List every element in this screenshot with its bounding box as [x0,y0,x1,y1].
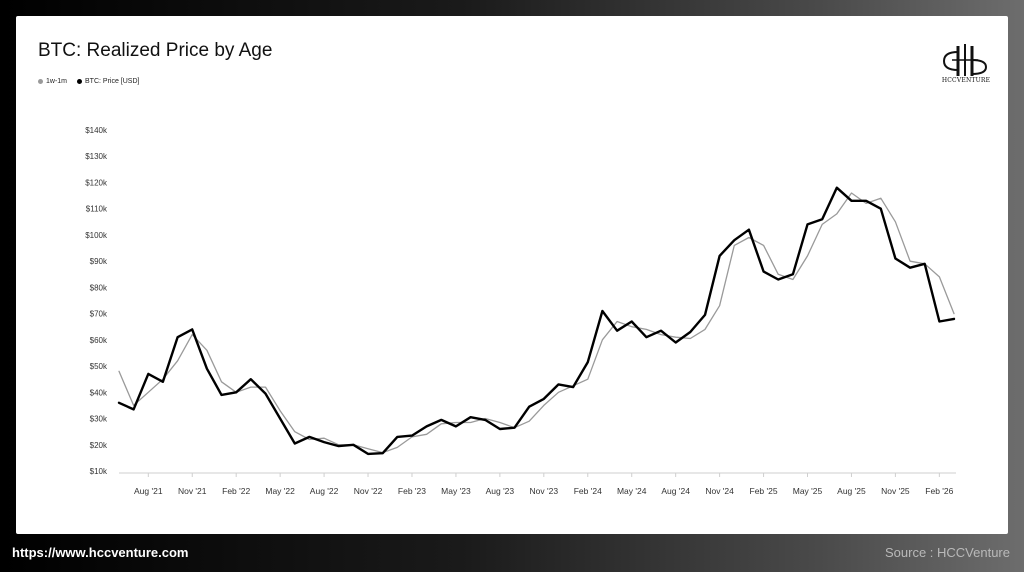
footer-url[interactable]: https://www.hccventure.com [12,545,189,560]
x-tick-label: Nov '21 [178,486,207,496]
legend-item-btc-price[interactable]: BTC: Price [USD] [77,78,139,85]
x-tick-label: May '22 [265,486,295,496]
footer-source: Source : HCCVenture [884,545,1010,560]
x-tick-label: May '25 [793,486,823,496]
x-tick-label: Aug '25 [837,486,866,496]
x-tick-label: Aug '22 [310,486,339,496]
y-tick-label: $50k [90,362,108,371]
x-tick-label: Feb '22 [222,486,250,496]
x-tick-label: Feb '25 [750,486,778,496]
logo-text: HCCVENTURE [941,77,991,84]
y-tick-label: $140k [85,126,108,135]
y-tick-label: $40k [90,388,108,397]
line-chart: $10k $20k $30k $40k $50k $60k $70k $80k $90k $100… [85,126,956,496]
y-tick-label: $80k [90,283,108,292]
x-tick-label: May '24 [617,486,647,496]
y-tick-label: $110k [86,205,108,214]
y-tick-label: $130k [85,152,108,161]
legend-label: 1w-1m [46,78,68,85]
y-tick-label: $60k [90,336,108,345]
x-tick-label: Nov '25 [881,486,910,496]
hcc-logo-icon [942,44,988,76]
x-tick-label: Nov '23 [530,486,559,496]
series-line-1w-1m [118,192,955,454]
x-tick-label: Nov '24 [705,486,734,496]
x-tick-label: May '23 [441,486,471,496]
y-tick-label: $10k [90,467,108,476]
x-tick-label: Nov '22 [354,486,383,496]
x-tick-label: Feb '24 [574,486,602,496]
legend-dot-icon [77,79,83,84]
y-tick-label: $90k [90,257,108,266]
y-tick-label: $30k [90,415,108,424]
legend-item-1w-1m[interactable]: 1w-1m [38,78,67,85]
x-tick-label: Aug '24 [661,486,690,496]
chart-card: BTC: Realized Price by Age 1w-1m BTC: Pr… [16,16,1008,534]
x-tick-label: Aug '21 [134,486,163,496]
y-tick-label: $70k [90,310,108,319]
y-tick-label: $20k [90,441,108,450]
chart-title: BTC: Realized Price by Age [38,40,273,61]
y-tick-label: $100k [85,231,108,240]
legend-label: BTC: Price [USD] [85,78,140,85]
chart-legend: 1w-1m BTC: Price [USD] [38,78,139,85]
x-tick-label: Aug '23 [486,486,515,496]
y-tick-label: $120k [85,178,108,187]
legend-dot-icon [38,79,43,84]
x-tick-label: Feb '23 [398,486,426,496]
series-line-btc-price [117,186,956,456]
x-tick-label: Feb '26 [925,486,953,496]
